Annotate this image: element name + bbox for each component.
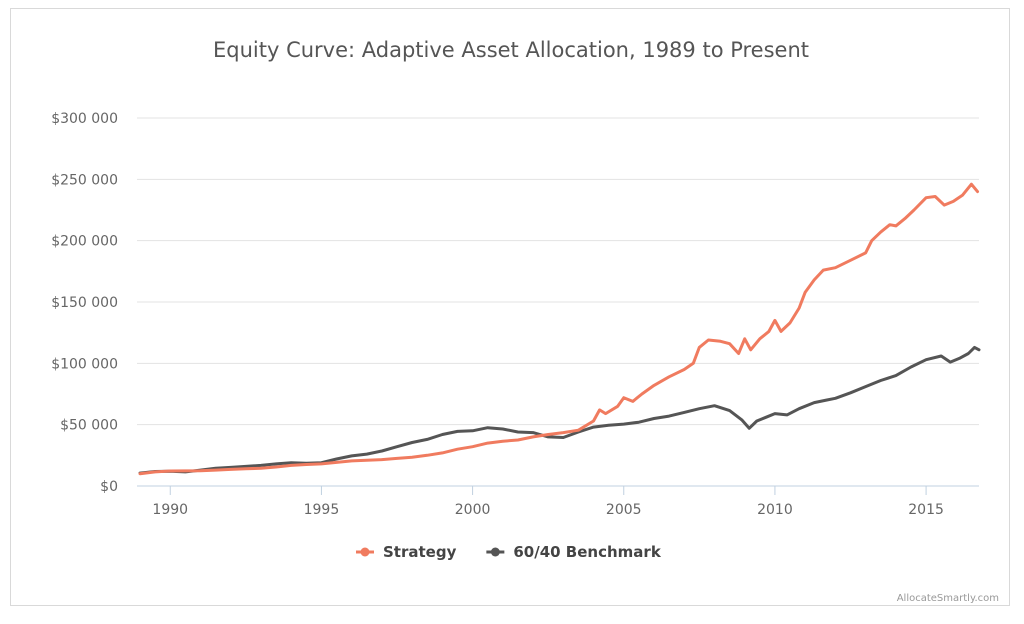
x-tick-label: 2000	[455, 502, 491, 518]
chart-title: Equity Curve: Adaptive Asset Allocation,…	[213, 38, 809, 62]
legend-label: 60/40 Benchmark	[513, 543, 661, 561]
legend-marker	[360, 547, 370, 557]
series-line-strategy	[138, 182, 979, 476]
x-tick-label: 2005	[606, 502, 642, 518]
y-axis: $0 $50 000 $100 000 $150 000 $200 000 $250 00…	[51, 111, 118, 495]
credit-text: AllocateSmartly.com	[897, 593, 999, 604]
legend-item-60-40-benchmark[interactable]: 60/40 Benchmark	[486, 543, 662, 561]
x-axis: 1990 1995 2000 2005 2010 2015	[137, 485, 979, 518]
y-tick-label: $150 000	[51, 295, 118, 311]
y-tick-label: $0	[100, 479, 118, 495]
grid-lines	[137, 117, 979, 487]
y-tick-label: $300 000	[51, 111, 118, 127]
legend-marker	[490, 547, 500, 557]
x-tick-label: 2010	[757, 502, 793, 518]
series-lines	[138, 182, 981, 476]
x-tick-label: 1990	[152, 502, 188, 518]
series-line-60-40-benchmark	[138, 345, 981, 475]
legend-label: Strategy	[383, 543, 457, 561]
y-tick-label: $100 000	[51, 356, 118, 372]
y-tick-label: $250 000	[51, 172, 118, 188]
legend-item-strategy[interactable]: Strategy	[356, 543, 457, 561]
y-tick-label: $50 000	[60, 418, 118, 434]
y-tick-label: $200 000	[51, 234, 118, 250]
chart-frame	[10, 8, 1010, 606]
legend: Strategy 60/40 Benchmark	[356, 543, 662, 561]
x-tick-label: 2015	[908, 502, 944, 518]
x-tick-label: 1995	[304, 502, 340, 518]
